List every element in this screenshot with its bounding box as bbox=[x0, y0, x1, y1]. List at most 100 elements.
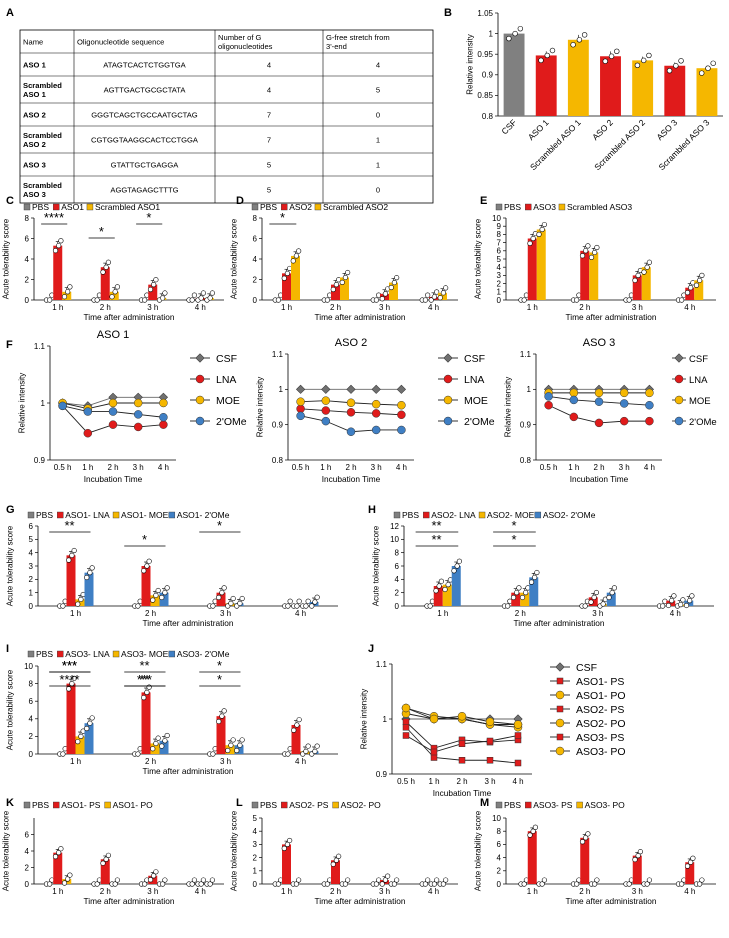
bar bbox=[148, 284, 158, 300]
bar bbox=[664, 65, 686, 116]
legend-label: Scrambled ASO1 bbox=[95, 202, 160, 212]
y-tick-label: 0 bbox=[253, 296, 258, 305]
x-tick-label: 1 h bbox=[320, 463, 331, 472]
chart-title: ASO 2 bbox=[335, 337, 367, 349]
table-cell: Scrambled bbox=[23, 81, 62, 90]
data-point bbox=[151, 873, 157, 879]
data-point bbox=[678, 602, 684, 608]
y-tick-label: 1.1 bbox=[520, 350, 532, 359]
data-point bbox=[133, 398, 143, 408]
data-point bbox=[61, 294, 68, 300]
bar bbox=[666, 600, 676, 606]
data-point bbox=[339, 279, 345, 285]
data-point bbox=[296, 384, 306, 394]
data-point bbox=[105, 259, 111, 265]
data-point bbox=[646, 52, 652, 59]
data-point bbox=[397, 400, 406, 410]
x-axis-label: Time after administration bbox=[566, 312, 657, 322]
chart-i: PBS ASO3- LNA ASO3- MOE ASO3- 2'OMe 0 2 4 6 8 10 A… bbox=[5, 649, 338, 776]
bar bbox=[53, 245, 63, 300]
legend-marker bbox=[674, 374, 684, 384]
data-point bbox=[544, 52, 550, 59]
y-tick-label: 8 bbox=[497, 827, 502, 836]
data-point bbox=[58, 846, 64, 852]
data-point bbox=[346, 384, 356, 394]
legend-marker bbox=[195, 395, 205, 405]
data-point bbox=[637, 849, 644, 855]
data-point bbox=[679, 297, 685, 303]
table-cell: 4 bbox=[267, 86, 271, 95]
y-axis-label: Acute tolerability score bbox=[371, 525, 380, 606]
table-header-cell: Number of G bbox=[218, 33, 262, 42]
x-axis-label: Incubation Time bbox=[570, 474, 629, 484]
legend-f: CSF LNA MOE 2'OMe CSF LNA MOE 2'OMe CSF LNA MOE 2'O… bbox=[190, 353, 717, 428]
legend-swatch bbox=[57, 650, 64, 658]
bar bbox=[331, 284, 340, 300]
data-point bbox=[330, 286, 336, 293]
data-point bbox=[635, 853, 641, 859]
panel-label-h: H bbox=[368, 504, 376, 516]
significance-label: * bbox=[512, 532, 517, 547]
data-point bbox=[646, 259, 653, 265]
y-tick-label: 4 bbox=[25, 847, 30, 856]
y-tick-label: 3 bbox=[497, 271, 502, 280]
x-tick-label: 2 h bbox=[579, 887, 590, 896]
data-point bbox=[614, 48, 620, 55]
significance-label: ** bbox=[139, 672, 149, 687]
data-point bbox=[200, 290, 206, 296]
y-tick-label: 7 bbox=[497, 238, 502, 247]
data-point bbox=[373, 297, 380, 303]
data-point bbox=[333, 282, 340, 288]
legend-label: PBS bbox=[402, 510, 419, 520]
x-tick-label: 4 h bbox=[428, 887, 439, 896]
legend-label: ASO1- PS bbox=[61, 800, 101, 810]
legend-label: ASO3 bbox=[533, 202, 556, 212]
data-point bbox=[619, 416, 629, 426]
data-point bbox=[385, 873, 391, 879]
data-point bbox=[281, 275, 287, 281]
x-tick-label: 2 h bbox=[456, 777, 467, 786]
legend-swatch bbox=[112, 511, 120, 519]
data-point bbox=[687, 598, 693, 604]
legend-swatch bbox=[251, 801, 259, 809]
bar bbox=[159, 740, 169, 754]
legend-marker bbox=[443, 374, 453, 384]
data-point bbox=[457, 712, 467, 721]
data-point bbox=[391, 881, 398, 887]
x-tick-label: 3 h bbox=[220, 757, 231, 766]
data-point bbox=[592, 881, 598, 887]
data-point bbox=[579, 839, 586, 845]
legend-swatch bbox=[27, 650, 35, 658]
legend-label: ASO2- PS bbox=[289, 800, 329, 810]
panel-label-g: G bbox=[6, 504, 15, 516]
data-point bbox=[442, 586, 448, 593]
y-tick-label: 1 bbox=[497, 288, 502, 297]
x-axis-label: Time after administration bbox=[143, 766, 234, 776]
panel-label-i: I bbox=[6, 643, 9, 655]
legend-swatch bbox=[332, 801, 339, 809]
data-point bbox=[84, 574, 90, 581]
data-point bbox=[324, 881, 331, 887]
bar bbox=[75, 736, 85, 754]
data-point bbox=[239, 737, 245, 743]
legend-label: ASO2 bbox=[289, 202, 312, 212]
data-point bbox=[585, 243, 591, 249]
data-point bbox=[147, 877, 154, 883]
data-point bbox=[673, 63, 679, 69]
legend-marker bbox=[195, 416, 205, 426]
data-point bbox=[669, 598, 675, 604]
data-point bbox=[164, 732, 170, 739]
data-point bbox=[583, 835, 589, 841]
data-point bbox=[371, 425, 381, 435]
y-tick-label: 0 bbox=[497, 880, 502, 889]
data-point bbox=[209, 877, 215, 883]
table-cell: 4 bbox=[267, 61, 271, 70]
legend-label: ASO3- MOE bbox=[121, 649, 169, 659]
data-point bbox=[436, 583, 442, 589]
y-tick-label: 1 bbox=[279, 385, 284, 394]
data-point bbox=[219, 713, 225, 719]
data-point bbox=[539, 226, 545, 233]
legend-swatch bbox=[168, 511, 176, 519]
legend-label: ASO1- MOE bbox=[121, 510, 169, 520]
data-point bbox=[516, 585, 522, 591]
